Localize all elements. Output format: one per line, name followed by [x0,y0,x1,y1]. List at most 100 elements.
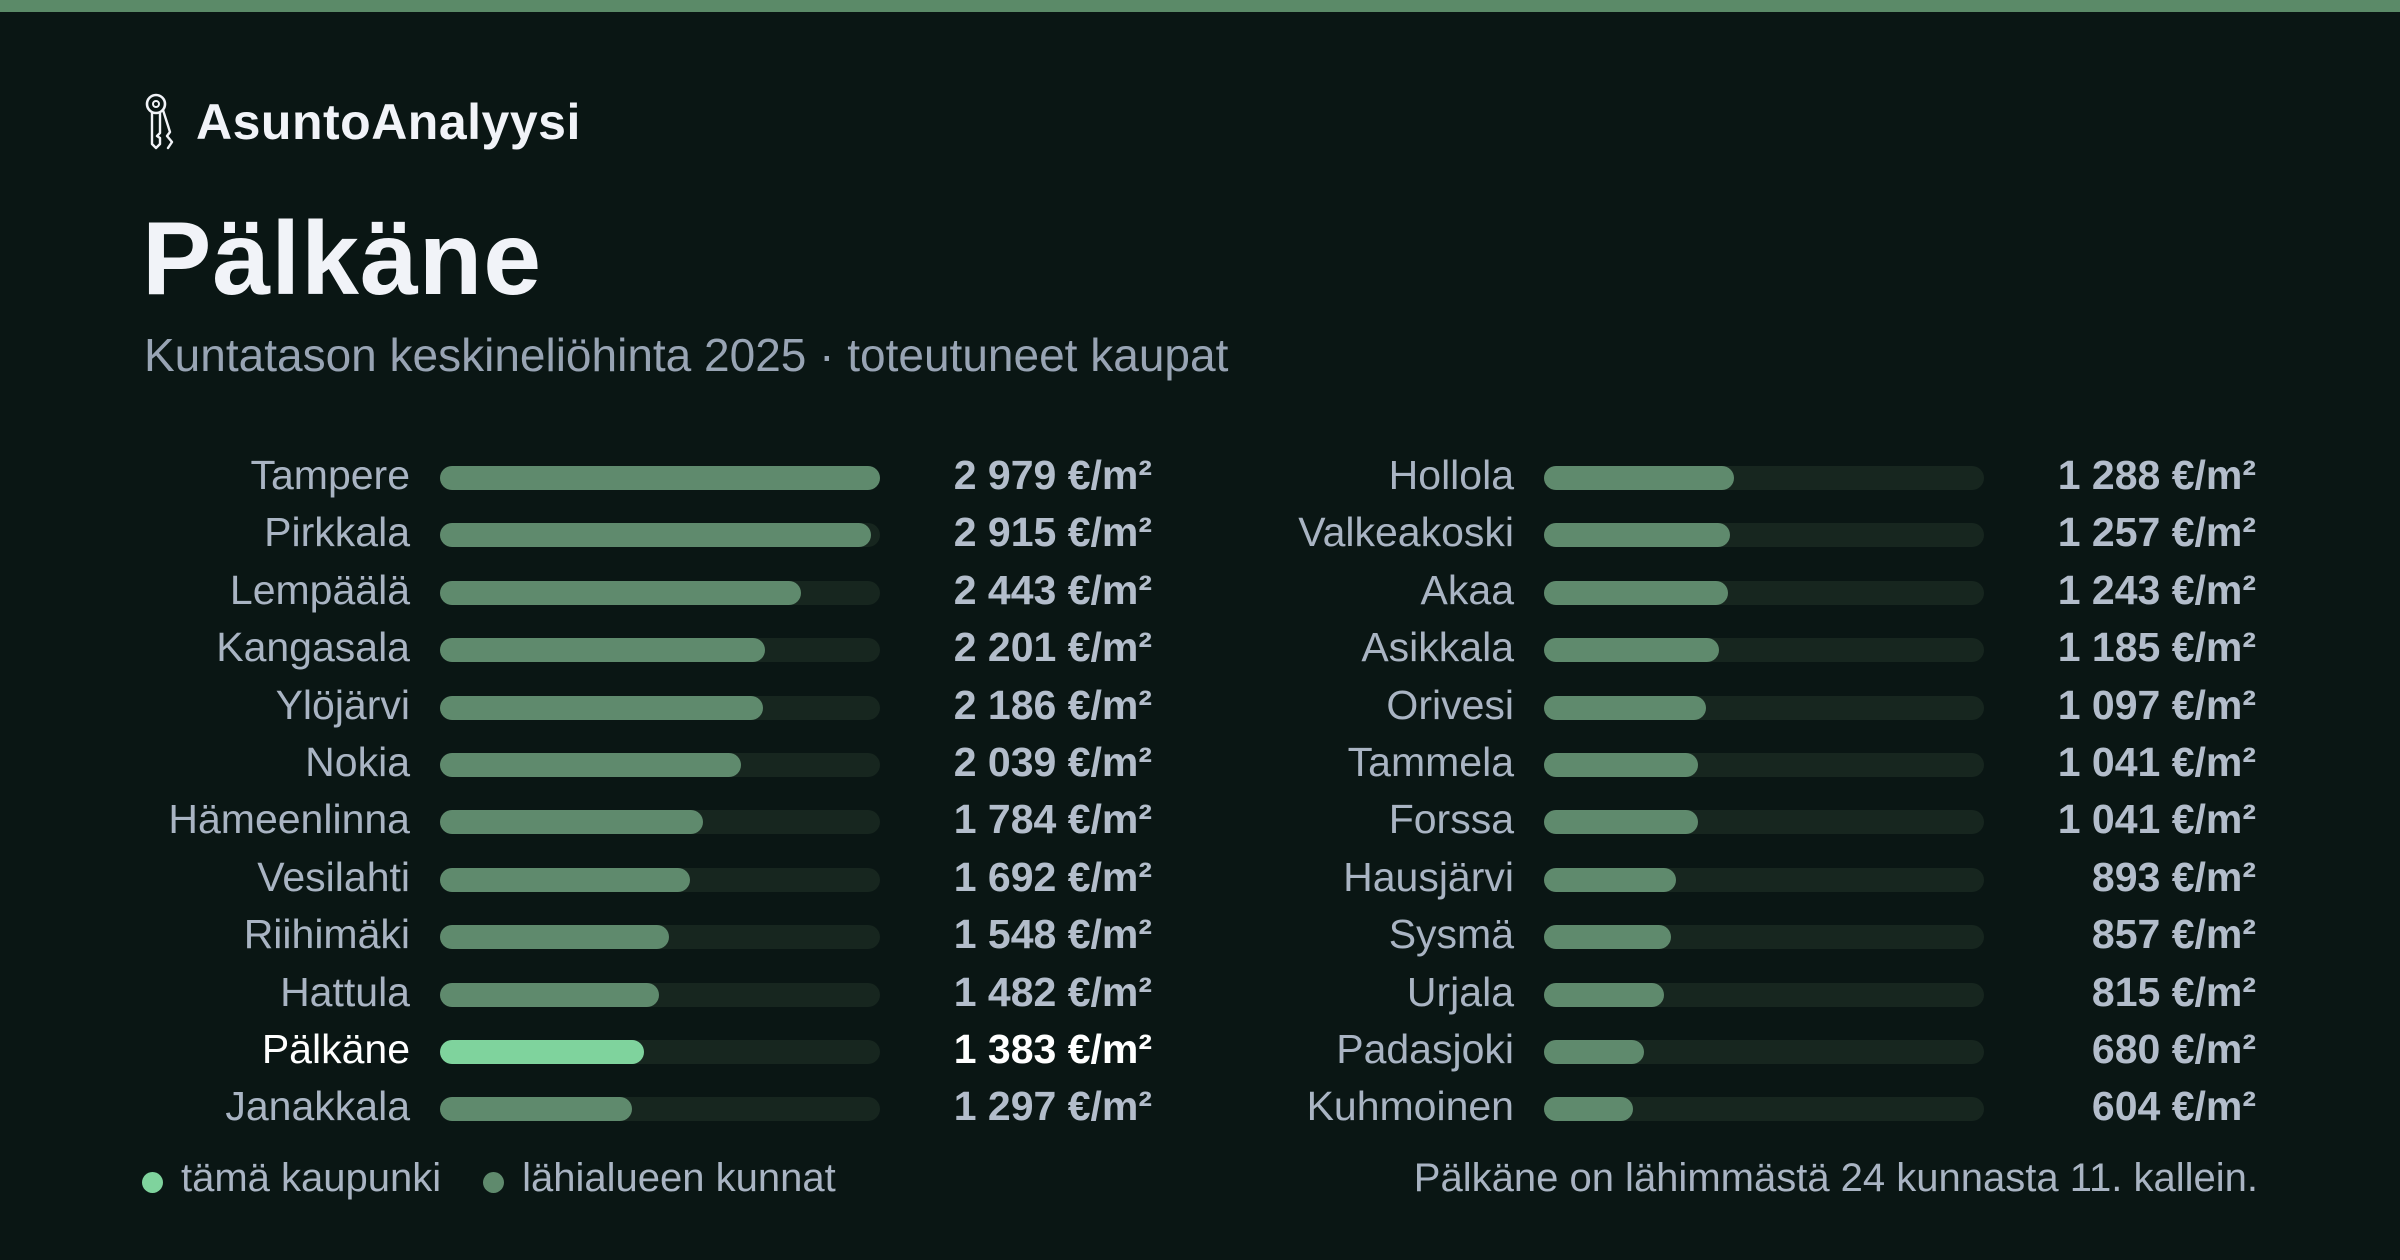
value-label: 1 185 €/m² [2057,624,2256,671]
bar-row-hattula: Hattula 1 482 €/m² [0,964,2400,1021]
bar [1544,810,1698,835]
legend-item-nearby: lähialueen kunnat [483,1156,836,1201]
value-label: 2 915 €/m² [953,509,1152,556]
bar-row-hameenlinna: Hämeenlinna 1 784 €/m² [0,791,2400,848]
legend-item-this-city: tämä kaupunki [142,1156,441,1201]
bar-row-sysma: Sysmä 857 €/m² [0,906,2400,963]
bar-row-riihimaki: Riihimäki 1 548 €/m² [0,906,2400,963]
value-label: 2 443 €/m² [953,566,1152,613]
city-label: Tammela [1347,739,1514,785]
bar-track [440,753,880,777]
bar-track [1544,810,1984,835]
value-label: 1 257 €/m² [2057,509,2256,556]
city-label: Kuhmoinen [1306,1083,1514,1130]
key-icon [145,93,174,150]
bar [440,867,690,892]
bar [1544,753,1698,777]
city-label: Vesilahti [257,853,410,900]
city-label: Kangasala [216,624,410,671]
bar-row-ylojarvi: Ylöjärvi 2 186 €/m² [0,677,2400,734]
bar-row-kuhmoinen: Kuhmoinen 604 €/m² [0,1078,2400,1135]
brand: AsuntoAnalyysi [142,90,581,154]
rank-footnote: Pälkäne on lähimmästä 24 kunnasta 11. ka… [1413,1156,2258,1200]
bar-track [440,1097,880,1122]
city-label: Tampere [250,452,410,498]
bar [1544,1097,1633,1122]
bar-track [440,1040,880,1064]
city-label: Forssa [1388,796,1514,843]
bar [1544,982,1664,1007]
bar-row-nokia: Nokia 2 039 €/m² [0,734,2400,791]
bar [1544,466,1734,490]
city-label: Padasjoki [1336,1026,1514,1072]
bar-track [440,580,880,605]
bar-row-janakkala: Janakkala 1 297 €/m² [0,1078,2400,1135]
bar-row-tammela: Tammela 1 041 €/m² [0,734,2400,791]
bar [440,523,871,548]
city-label: Janakkala [225,1083,410,1130]
bar-row-tampere: Tampere 2 979 €/m² [0,447,2400,504]
city-label: Riihimäki [243,911,410,958]
bar [1544,638,1719,663]
bar-track [1544,982,1984,1007]
bar-track [1544,1040,1984,1064]
value-label: 815 €/m² [2091,968,2256,1015]
city-label: Hausjärvi [1343,853,1514,900]
city-label: Hämeenlinna [168,796,410,843]
city-label: Nokia [305,739,410,785]
bar [1544,580,1728,605]
city-label: Valkeakoski [1298,509,1514,556]
value-label: 1 041 €/m² [2057,796,2256,843]
bar-track [1544,925,1984,950]
bar-row-lempaala: Lempäälä 2 443 €/m² [0,562,2400,619]
bar [440,925,669,950]
bar-row-hollola: Hollola 1 288 €/m² [0,447,2400,504]
legend-dot-nearby [483,1171,505,1193]
bar [440,638,765,663]
legend-label-this-city: tämä kaupunki [181,1155,442,1200]
value-label: 1 383 €/m² [953,1026,1152,1072]
value-label: 1 784 €/m² [953,796,1152,843]
bar-track [1544,580,1984,605]
bar-row-akaa: Akaa 1 243 €/m² [0,562,2400,619]
legend: tämä kaupunki lähialueen kunnat [142,1148,878,1208]
city-label: Akaa [1420,566,1514,613]
bar-track [440,810,880,835]
bar [440,580,801,605]
bar-track [440,867,880,892]
city-label: Lempäälä [229,566,410,613]
bar-row-hausjarvi: Hausjärvi 893 €/m² [0,849,2400,906]
city-label: Pälkäne [261,1026,410,1072]
bar-track [1544,1097,1984,1122]
value-label: 1 041 €/m² [2057,739,2256,785]
bar-track [440,523,880,548]
value-label: 893 €/m² [2091,853,2256,900]
bar-track [440,925,880,950]
bar-track [1544,695,1984,720]
top-accent-bar [0,0,2400,12]
bar-row-kangasala: Kangasala 2 201 €/m² [0,619,2400,676]
bar-track [440,695,880,720]
city-label: Pirkkala [264,509,410,556]
bar-row-asikkala: Asikkala 1 185 €/m² [0,619,2400,676]
subtitle: Kuntatason keskineliöhinta 2025 · toteut… [144,329,1229,381]
bar-track [440,638,880,663]
value-label: 680 €/m² [2091,1026,2256,1072]
bar-track [1544,867,1984,892]
bar-track [440,466,880,490]
bar-row-palkane: Pälkäne 1 383 €/m² [0,1021,2400,1078]
value-label: 1 288 €/m² [2057,452,2256,498]
city-label: Hollola [1388,452,1514,498]
bar [440,466,880,490]
bar-row-padasjoki: Padasjoki 680 €/m² [0,1021,2400,1078]
bar [440,695,763,720]
value-label: 1 482 €/m² [953,968,1152,1015]
bar-row-forssa: Forssa 1 041 €/m² [0,791,2400,848]
bar-row-pirkkala: Pirkkala 2 915 €/m² [0,504,2400,561]
city-label: Asikkala [1361,624,1514,671]
bar-track [1544,466,1984,490]
bar-row-vesilahti: Vesilahti 1 692 €/m² [0,849,2400,906]
city-label: Urjala [1406,968,1514,1015]
bar-track [440,982,880,1007]
bar-track [1544,523,1984,548]
